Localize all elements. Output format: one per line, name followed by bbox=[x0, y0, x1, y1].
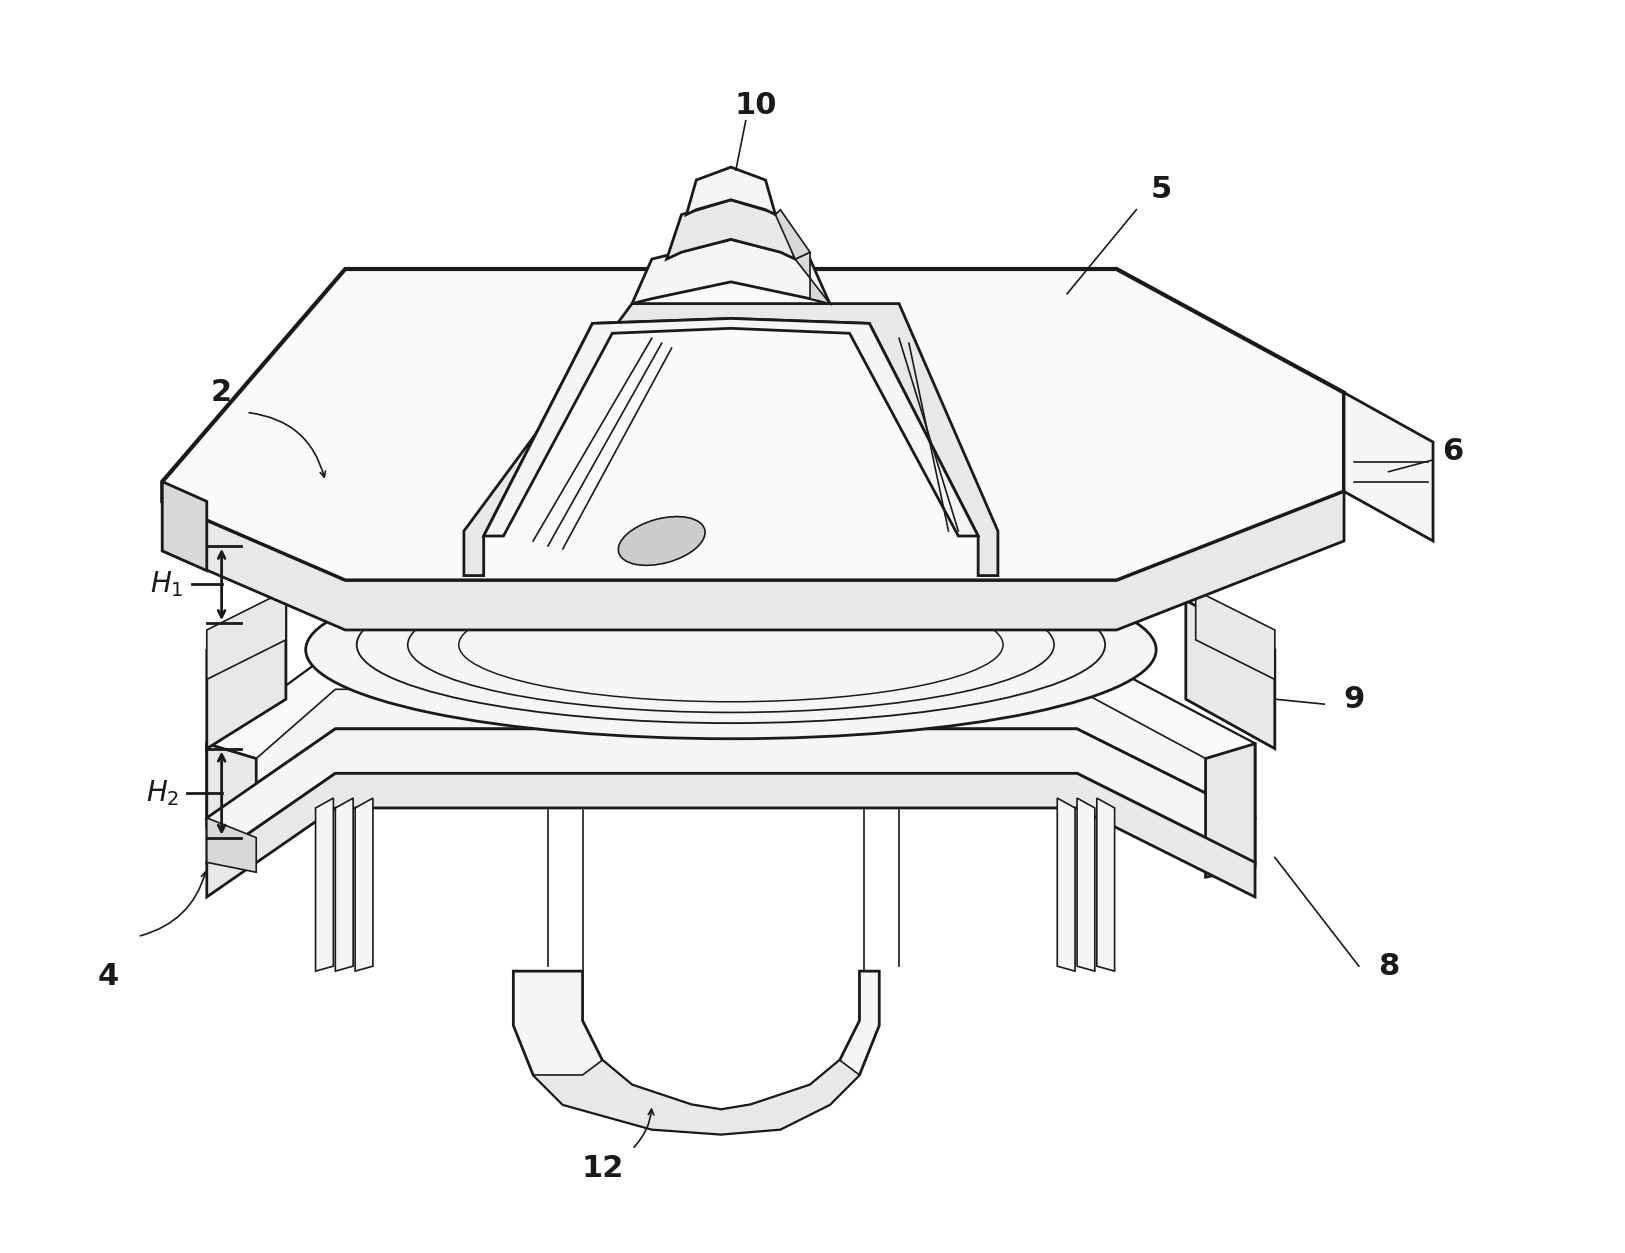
Polygon shape bbox=[206, 744, 257, 838]
Polygon shape bbox=[206, 773, 1254, 897]
Polygon shape bbox=[162, 269, 1344, 580]
Polygon shape bbox=[162, 481, 206, 570]
Polygon shape bbox=[1097, 798, 1115, 971]
Polygon shape bbox=[632, 239, 830, 303]
Text: 5: 5 bbox=[1150, 175, 1172, 204]
Text: 10: 10 bbox=[734, 91, 777, 120]
Text: 6: 6 bbox=[1443, 437, 1464, 466]
Polygon shape bbox=[206, 590, 286, 679]
Text: 4: 4 bbox=[98, 961, 119, 991]
Polygon shape bbox=[1077, 798, 1095, 971]
Polygon shape bbox=[356, 798, 372, 971]
Ellipse shape bbox=[306, 561, 1155, 739]
Polygon shape bbox=[162, 491, 1344, 630]
Polygon shape bbox=[514, 971, 879, 1134]
Polygon shape bbox=[1206, 744, 1254, 877]
Text: 2: 2 bbox=[211, 378, 232, 407]
Polygon shape bbox=[206, 818, 257, 872]
Text: $H_1$: $H_1$ bbox=[151, 570, 184, 599]
Polygon shape bbox=[206, 650, 1254, 758]
Polygon shape bbox=[1058, 798, 1076, 971]
Polygon shape bbox=[315, 798, 333, 971]
Polygon shape bbox=[335, 798, 353, 971]
Polygon shape bbox=[686, 167, 775, 214]
Text: 9: 9 bbox=[1344, 684, 1365, 714]
Text: 8: 8 bbox=[1378, 952, 1399, 981]
Polygon shape bbox=[666, 199, 795, 259]
Text: 12: 12 bbox=[582, 1154, 624, 1183]
Polygon shape bbox=[533, 1060, 860, 1134]
Polygon shape bbox=[775, 209, 809, 259]
Polygon shape bbox=[206, 729, 1254, 862]
Polygon shape bbox=[1344, 392, 1433, 541]
Polygon shape bbox=[206, 650, 1254, 818]
Polygon shape bbox=[484, 318, 978, 536]
Polygon shape bbox=[1196, 590, 1276, 679]
Polygon shape bbox=[795, 252, 830, 303]
Text: $H_2$: $H_2$ bbox=[146, 778, 179, 808]
Polygon shape bbox=[1186, 600, 1276, 748]
Polygon shape bbox=[463, 303, 998, 575]
Polygon shape bbox=[206, 600, 286, 748]
Ellipse shape bbox=[619, 516, 705, 565]
